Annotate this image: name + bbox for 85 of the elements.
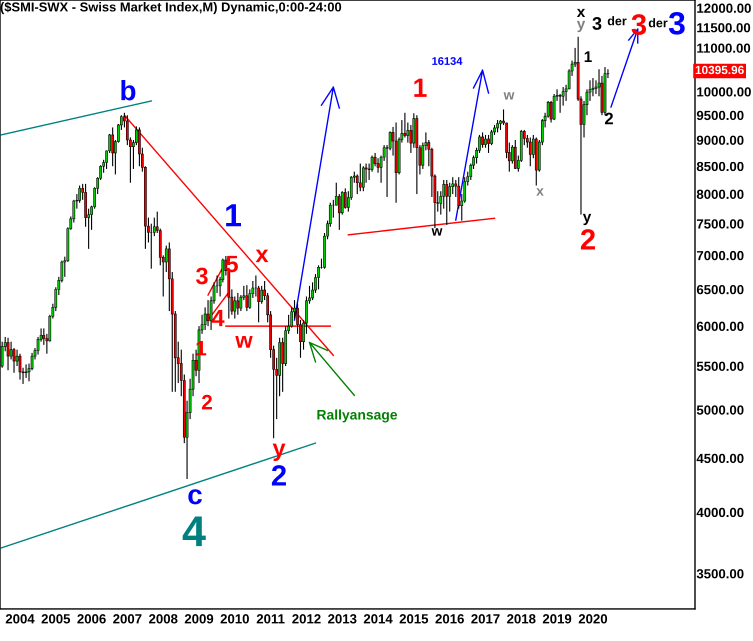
annotation: 3 [668, 12, 685, 35]
y-tick-label: 11000.00 [697, 43, 750, 53]
x-tick-label: 2015 [400, 614, 428, 624]
annotation: 1 [414, 78, 427, 97]
chart-title: ($SMI-SWX - Swiss Market Index,M) Dynamic,0:00-24:00 [0, 2, 342, 14]
x-tick-label: 2018 [507, 614, 536, 624]
x-tick-label: 2013 [328, 614, 356, 624]
annotation: y [576, 20, 586, 32]
x-tick-label: 2012 [292, 614, 321, 624]
x-tick-label: 2017 [471, 614, 500, 624]
candlestick [362, 166, 365, 192]
y-tick-label: 12000.00 [697, 4, 751, 13]
candlestick [558, 93, 562, 114]
y-tick-label: 7000.00 [696, 250, 744, 260]
y-tick-label: 6000.00 [696, 322, 744, 332]
annotation: 1 [584, 51, 592, 62]
x-tick-label: 2004 [6, 614, 35, 624]
y-tick-label: 7500.00 [696, 219, 744, 229]
candlestick [592, 78, 594, 97]
annotation: c [188, 489, 202, 504]
annotation: 3 [196, 268, 208, 284]
candlestick [552, 93, 556, 121]
y-tick-label: 10000.00 [697, 87, 751, 97]
candlestick [246, 284, 248, 312]
x-tick-label: 2011 [256, 614, 285, 624]
annotation: Rallyansage [317, 409, 398, 422]
y-tick-label: 3500.00 [696, 569, 744, 578]
y-tick-label: 9500.00 [696, 110, 744, 120]
x-tick-label: 2019 [542, 614, 572, 624]
candlestick [550, 100, 552, 124]
candlestick [260, 285, 264, 304]
x-tick-label: 2010 [220, 614, 249, 624]
annotation: w [432, 228, 442, 236]
candlestick [18, 353, 22, 380]
candlestick [236, 292, 240, 316]
annotation: b [121, 80, 136, 100]
x-tick-label: 2006 [77, 614, 106, 624]
annotation: 2 [272, 465, 286, 486]
y-tick-label: 5000.00 [696, 405, 744, 415]
x-tick-label: 2007 [113, 614, 142, 624]
candlestick [445, 179, 448, 226]
x-tick-label: 2005 [42, 614, 70, 624]
x-tick-label: 2009 [184, 614, 214, 624]
x-tick-label: 2008 [149, 614, 178, 624]
candlestick [338, 194, 341, 230]
y-tick-label: 11500.00 [697, 23, 750, 32]
annotation: x [256, 250, 268, 262]
annotation: w [504, 92, 514, 100]
annotation: 2 [604, 112, 613, 124]
y-tick-label: 8000.00 [696, 190, 744, 199]
y-tick-label: 9000.00 [696, 136, 744, 145]
candlestick [487, 134, 490, 154]
candlestick [514, 139, 517, 170]
candlestick [6, 337, 10, 371]
candlestick [206, 300, 210, 327]
annotation: 2 [202, 394, 212, 410]
candlestick [528, 136, 532, 167]
annotation: x [536, 188, 544, 196]
candlestick [10, 341, 12, 360]
x-tick-label: 2020 [578, 614, 608, 624]
annotation: der [648, 18, 668, 28]
annotation: 3 [632, 14, 646, 35]
candlestick [496, 119, 499, 133]
annotation: 4 [182, 516, 206, 546]
y-tick-label: 5500.00 [696, 362, 744, 371]
annotation: der [608, 16, 627, 26]
y-tick-label: 4000.00 [696, 508, 744, 518]
x-tick-label: 2016 [435, 614, 464, 624]
annotation: y [582, 214, 592, 226]
annotation: 2 [580, 229, 595, 250]
y-tick-label: 4500.00 [696, 454, 744, 464]
candlestick [481, 132, 484, 148]
candlestick [404, 112, 406, 138]
text: 10395.96 [696, 66, 744, 74]
annotation: 1 [226, 204, 241, 226]
annotation: 4 [212, 310, 224, 326]
candlestick [358, 163, 362, 192]
annotation: 3 [592, 17, 602, 30]
y-tick-label: 6500.00 [696, 284, 744, 294]
y-tick-label: 8500.00 [696, 162, 744, 172]
candlestick [24, 364, 28, 378]
x-tick-label: 2014 [364, 614, 393, 624]
annotation: 16134 [432, 57, 462, 65]
annotation: x [576, 8, 586, 17]
annotation: w [235, 336, 253, 348]
